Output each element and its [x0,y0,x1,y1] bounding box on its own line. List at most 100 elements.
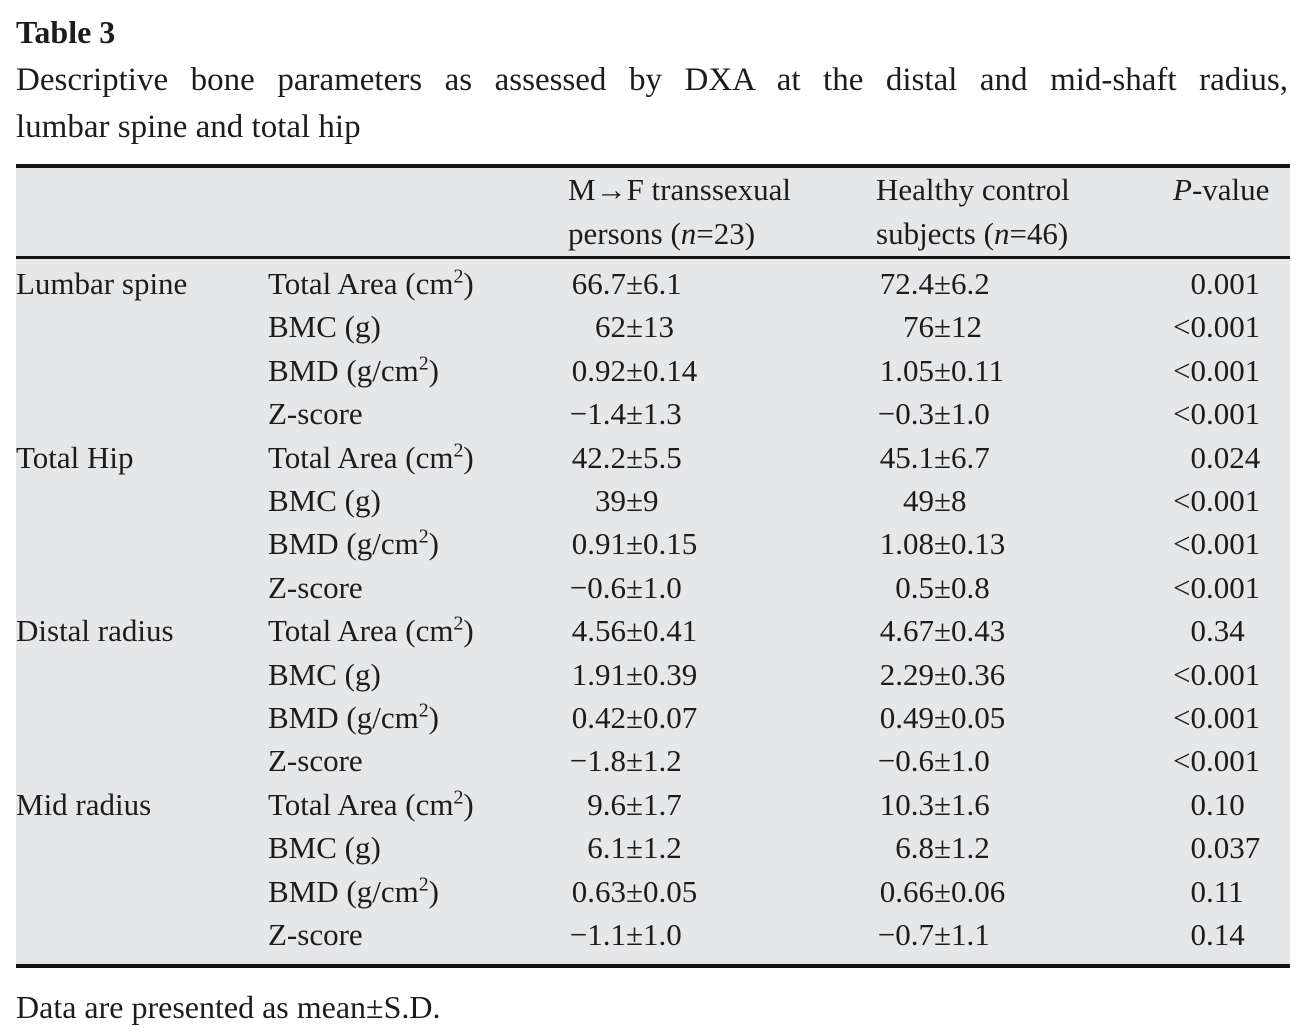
value-cell-control: 45.1 ±6.7 [876,436,1168,479]
row-parameter-label: Total Area (cm2) [268,439,474,475]
value-cell-control: 4.67 ±0.43 [876,609,1168,652]
value: 2.29 ±0.36 [879,656,1006,692]
value-cell-control: 0.5 ±0.8 [876,566,1168,609]
row-parameter-label: BMC (g) [268,656,381,692]
row-parameter-label: Total Area (cm2) [268,612,474,649]
value: 39 ±9 [595,483,659,519]
value: −0.3 ±1.0 [877,396,990,432]
table-row: BMD (g/cm2) 0.42 ±0.07 0.49 ±0.05 <0.001 [16,696,1290,739]
value: 76 ±12 [903,309,983,345]
pvalue-cell: <0.001 [1168,653,1290,696]
pvalue-cell: <0.001 [1168,739,1290,782]
value-cell-mtf: −1.4 ±1.3 [568,392,876,435]
column-header-empty-param [268,166,568,259]
table-row: BMD (g/cm2) 0.92 ±0.14 1.05 ±0.11 <0.001 [16,349,1290,392]
value: <0.001 [1173,526,1261,562]
value-cell-control: 0.49 ±0.05 [876,696,1168,739]
row-parameter-label: BMC (g) [268,483,381,519]
row-parameter-label: BMD (g/cm2) [268,526,439,562]
value: −1.1 ±1.0 [569,917,682,953]
value: 4.67 ±0.43 [879,613,1006,649]
value-cell-control: −0.6 ±1.0 [876,739,1168,782]
value: <0.001 [1173,700,1261,736]
row-group-label: Mid radius [16,786,152,822]
value: 0.92 ±0.14 [571,352,698,388]
pvalue-cell: <0.001 [1168,305,1290,348]
table-row: Lumbar spine Total Area (cm2) 66.7 ±6.1 72.4… [16,258,1290,306]
value-cell-mtf: −0.6 ±1.0 [568,566,876,609]
value: 0.001 [1190,266,1261,301]
value: 62 ±13 [595,309,675,345]
table-row: Total Hip Total Area (cm2) 42.2 ±5.5 45.1 ±6.… [16,436,1290,479]
value: 0.037 [1190,830,1261,866]
row-group-label [16,392,268,435]
pvalue-cell: <0.001 [1168,522,1290,565]
pvalue-cell: 0.34 [1168,609,1290,652]
table-row: Distal radius Total Area (cm2) 4.56 ±0.41 4.… [16,609,1290,652]
row-group-label [16,826,268,869]
value: 72.4 ±6.2 [879,266,990,301]
value-cell-control: 49 ±8 [876,479,1168,522]
pvalue-cell: <0.001 [1168,349,1290,392]
value: 0.49 ±0.05 [879,700,1006,736]
pvalue-cell: <0.001 [1168,696,1290,739]
column-header-mtf: M→F transsexual persons (n=23) [568,166,876,259]
column-header-control: Healthy control subjects (n=46) [876,166,1168,259]
value-cell-control: 1.08 ±0.13 [876,522,1168,565]
row-group-label [16,522,268,565]
table-row: Z-score −1.8 ±1.2 −0.6 ±1.0 <0.001 [16,739,1290,782]
column-header-pvalue: P-value [1168,166,1290,259]
value-cell-mtf: 1.91 ±0.39 [568,653,876,696]
row-group-label: Total Hip [16,439,134,475]
value: −0.6 ±1.0 [569,569,682,605]
value-cell-mtf: 9.6 ±1.7 [568,783,876,826]
value: 0.024 [1190,439,1261,475]
value: <0.001 [1173,483,1261,519]
table-caption-line1: Descriptive bone parameters as assessed … [16,62,1288,98]
value-cell-control: 6.8 ±1.2 [876,826,1168,869]
value-cell-control: 1.05 ±0.11 [876,349,1168,392]
row-parameter-label: Total Area (cm2) [268,265,474,301]
table-caption-line2: lumbar spine and total hip [16,109,361,145]
value-cell-mtf: 0.91 ±0.15 [568,522,876,565]
value: 66.7 ±6.1 [571,266,682,301]
table-header: M→F transsexual persons (n=23) Healthy co… [16,166,1290,259]
value: <0.001 [1173,743,1261,779]
value-cell-mtf: −1.1 ±1.0 [568,913,876,965]
table-row: BMC (g) 39 ±9 49 ±8 <0.001 [16,479,1290,522]
row-parameter-label: BMD (g/cm2) [268,352,439,388]
value: <0.001 [1173,352,1261,388]
column-header-empty-group [16,166,268,259]
pvalue-cell: 0.037 [1168,826,1290,869]
row-parameter-label: Z-score [268,396,363,432]
row-group-label [16,739,268,782]
value: 10.3 ±1.6 [879,786,990,822]
value: 1.08 ±0.13 [879,526,1006,562]
pvalue-cell: <0.001 [1168,392,1290,435]
value-cell-mtf: 66.7 ±6.1 [568,258,876,306]
row-parameter-label: Z-score [268,743,363,779]
data-table: M→F transsexual persons (n=23) Healthy co… [16,164,1290,968]
value: 1.05 ±0.11 [879,352,1005,388]
pvalue-cell: 0.14 [1168,913,1290,965]
pvalue-cell: <0.001 [1168,566,1290,609]
value-cell-control: −0.7 ±1.1 [876,913,1168,965]
table-row: Mid radius Total Area (cm2) 9.6 ±1.7 10.3 ±1.… [16,783,1290,826]
value-cell-mtf: 4.56 ±0.41 [568,609,876,652]
row-group-label [16,870,268,913]
table-body: Lumbar spine Total Area (cm2) 66.7 ±6.1 72.4… [16,258,1290,966]
pvalue-cell: <0.001 [1168,479,1290,522]
value-cell-mtf: 0.92 ±0.14 [568,349,876,392]
value: 6.8 ±1.2 [895,830,990,866]
value: 6.1 ±1.2 [587,830,682,866]
value-cell-mtf: −1.8 ±1.2 [568,739,876,782]
value: <0.001 [1173,309,1261,345]
value: 49 ±8 [903,483,967,519]
value: <0.001 [1173,656,1261,692]
value-cell-control: 72.4 ±6.2 [876,258,1168,306]
value-cell-control: 2.29 ±0.36 [876,653,1168,696]
value-cell-control: 0.66 ±0.06 [876,870,1168,913]
table-row: Z-score −0.6 ±1.0 0.5 ±0.8 <0.001 [16,566,1290,609]
row-group-label [16,349,268,392]
